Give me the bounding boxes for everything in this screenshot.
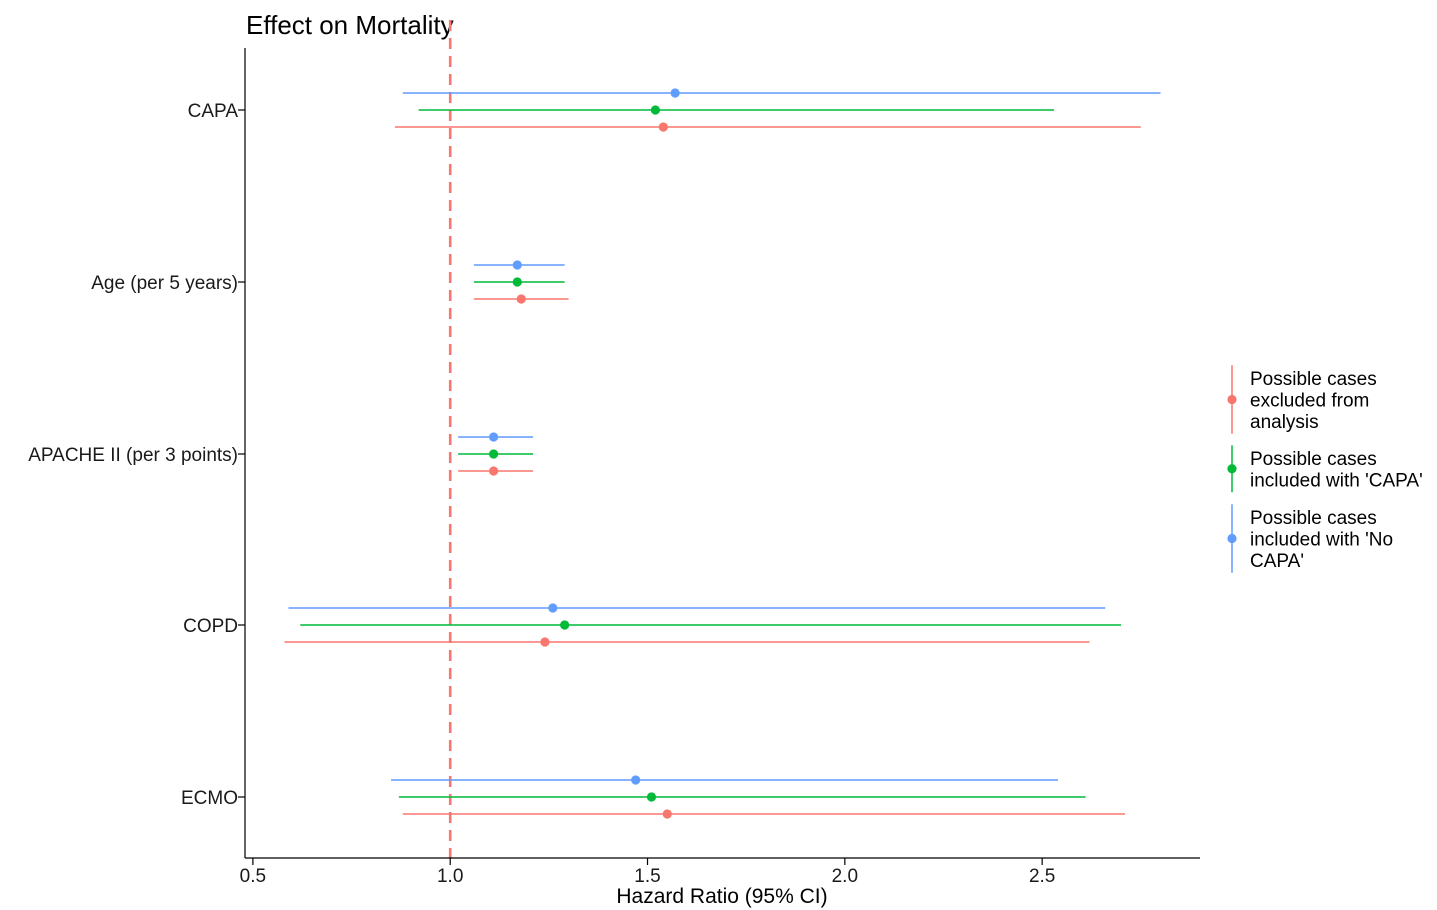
estimate-point [646, 792, 657, 802]
legend-label: excluded from [1250, 391, 1369, 412]
x-tick-label: 2.5 [1029, 866, 1055, 887]
legend-label: included with 'CAPA' [1250, 471, 1423, 492]
estimate-point [631, 775, 641, 785]
estimate-point [548, 603, 558, 613]
estimate-point [512, 277, 522, 287]
y-tick-label: Age (per 5 years) [91, 273, 238, 294]
estimate-point [658, 122, 668, 132]
legend-key-point [1227, 533, 1237, 544]
y-tick-label: COPD [183, 616, 238, 637]
x-tick-label: 0.5 [240, 866, 266, 887]
y-axis-ticks: CAPA Age (per 5 years) APACHE II (per 3 po… [28, 101, 245, 809]
legend-label: Possible cases [1250, 508, 1377, 529]
x-axis-title: Hazard Ratio (95% CI) [616, 885, 827, 908]
legend-label: analysis [1250, 412, 1319, 433]
x-tick-label: 2.0 [832, 866, 858, 887]
estimate-point [560, 620, 570, 630]
estimate-point [516, 294, 526, 304]
y-tick-label: ECMO [181, 788, 238, 809]
estimate-point [489, 432, 499, 442]
x-tick-label: 1.5 [634, 866, 660, 887]
legend-label: included with 'No [1250, 530, 1393, 551]
y-tick-label: CAPA [188, 101, 239, 122]
estimate-point [540, 637, 550, 647]
estimate-point [650, 105, 661, 115]
x-tick-label: 1.0 [437, 866, 463, 887]
estimate-point [670, 88, 680, 98]
legend-label: CAPA' [1250, 551, 1304, 572]
estimate-point [512, 260, 522, 270]
estimate-point [489, 466, 499, 476]
legend-label: Possible cases [1250, 449, 1377, 470]
plot-area [284, 20, 1161, 858]
y-tick-label: APACHE II (per 3 points) [28, 445, 238, 466]
x-axis-ticks: 0.5 1.0 1.5 2.0 2.5 [240, 858, 1055, 887]
estimate-point [489, 449, 499, 459]
chart-title: Effect on Mortality [246, 10, 454, 40]
legend-key-point [1227, 464, 1237, 474]
legend-key-point [1227, 394, 1237, 405]
legend-label: Possible cases [1250, 369, 1377, 390]
estimate-point [662, 809, 672, 819]
